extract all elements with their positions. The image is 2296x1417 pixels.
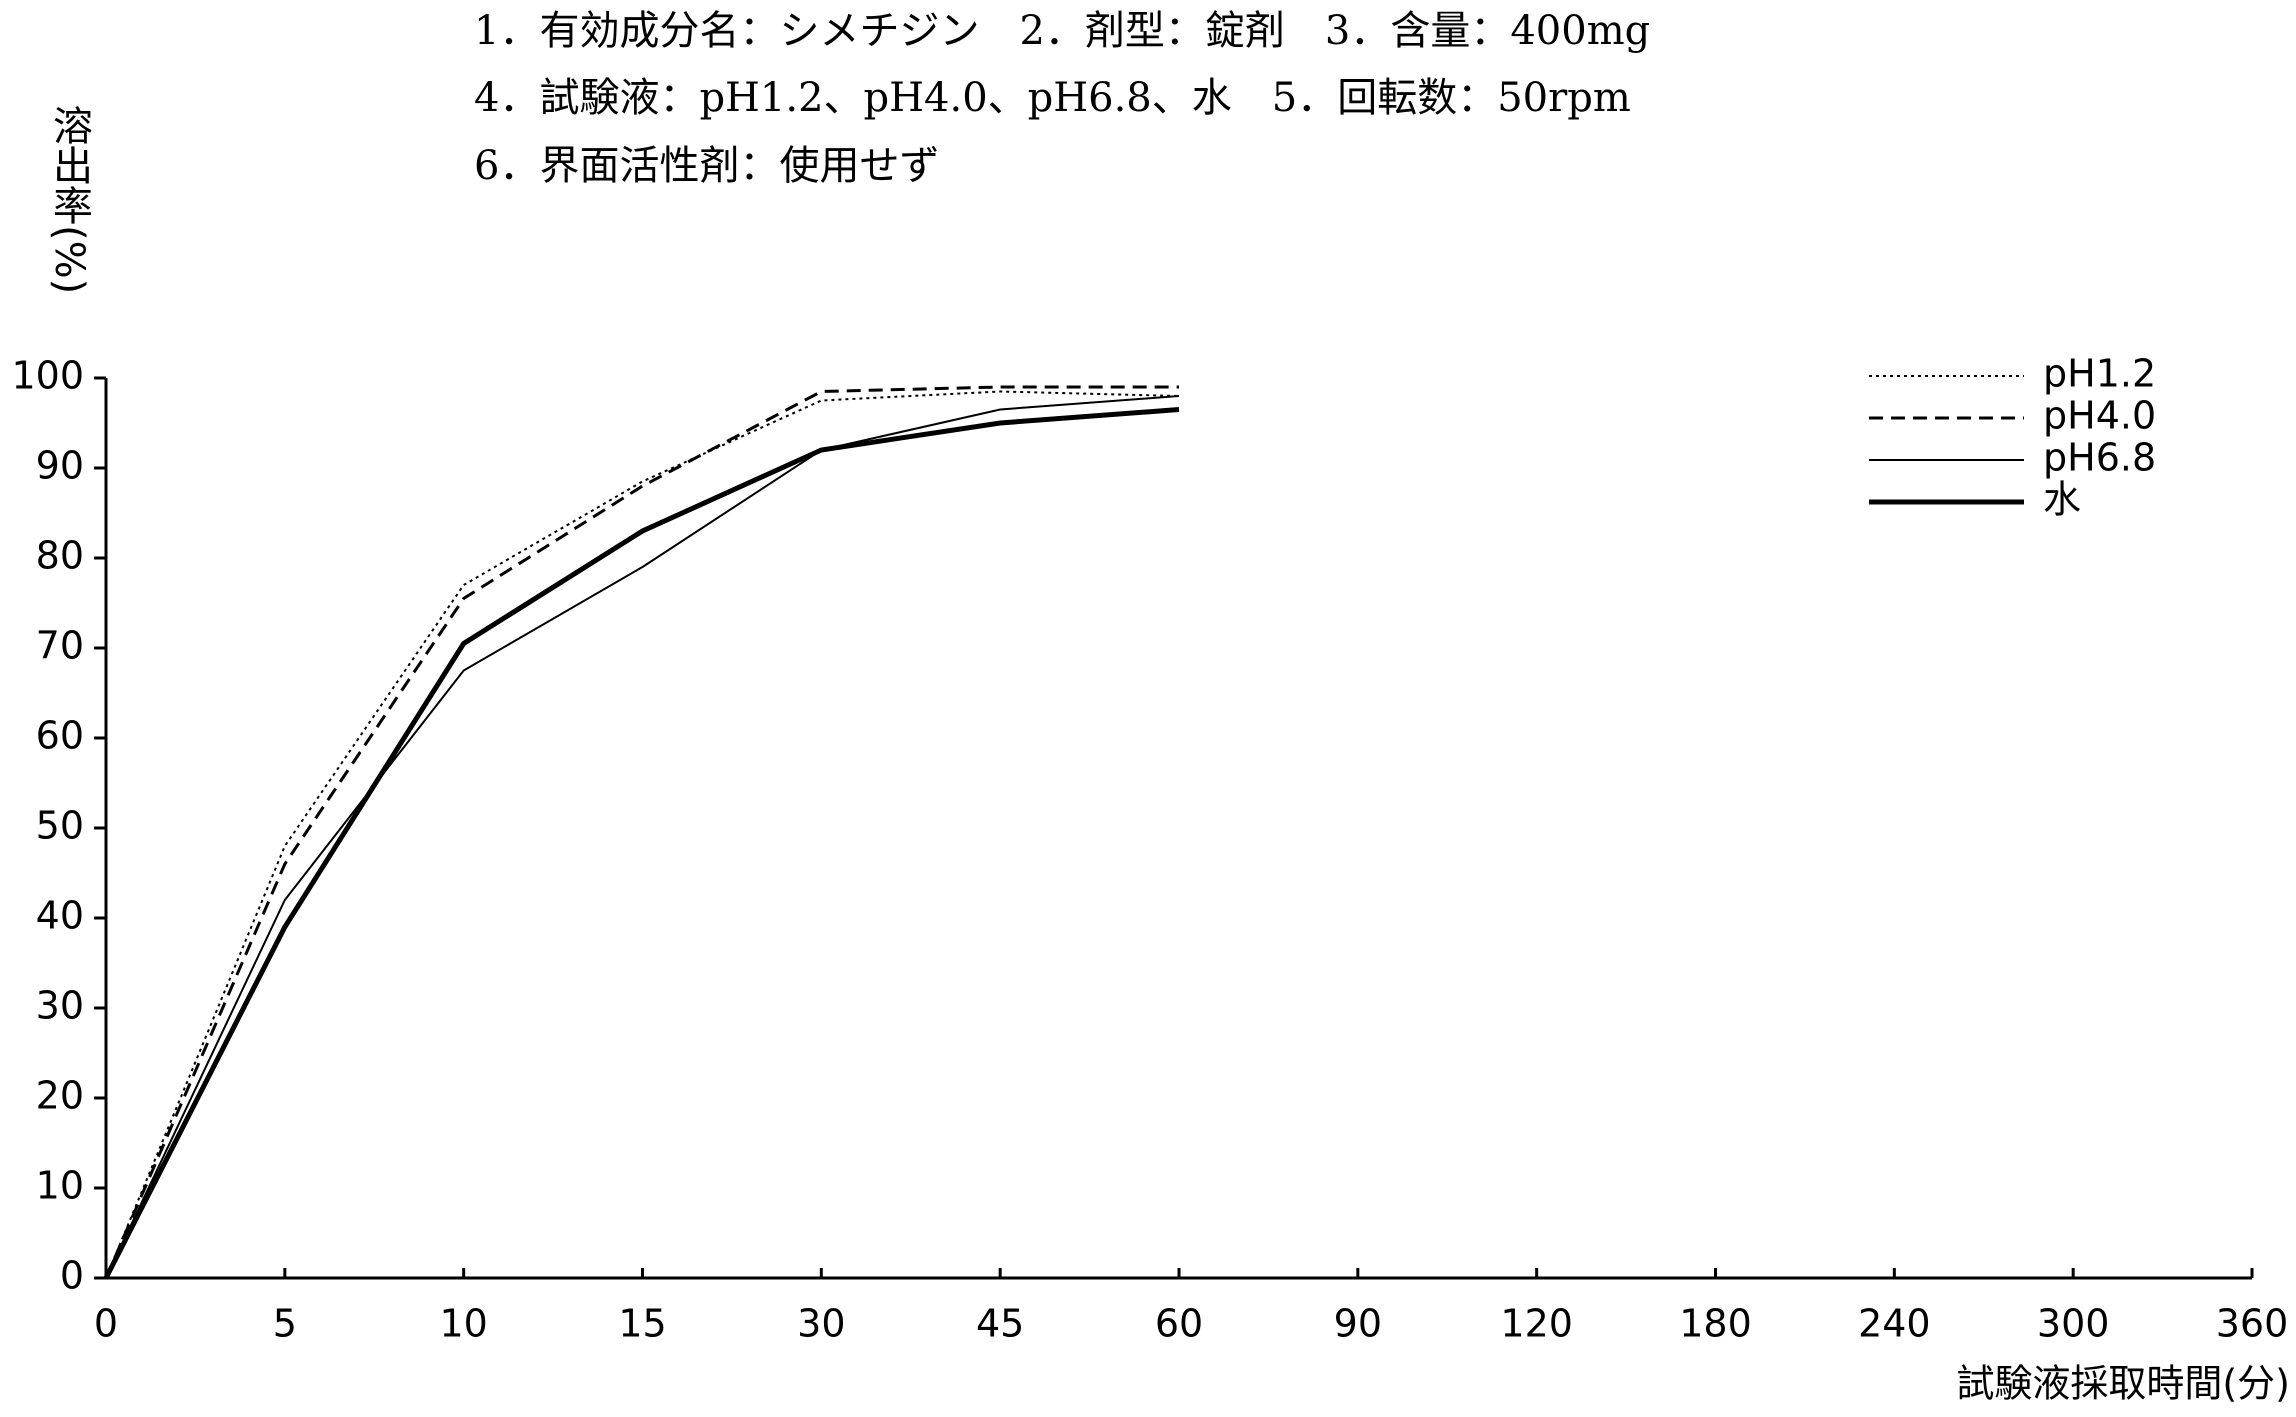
y-tick-label: 70 <box>36 624 84 668</box>
x-tick-label: 180 <box>1679 1302 1752 1346</box>
series-line <box>103 407 1180 1280</box>
x-tick-label: 120 <box>1500 1302 1573 1346</box>
chart-title: 4．試験液：pH1.2、pH4.0、pH6.8、水 5．回転数：50rpm <box>474 75 1631 121</box>
y-tick-label: 100 <box>11 354 84 398</box>
x-tick-label: 90 <box>1334 1302 1382 1346</box>
series-line <box>105 390 1180 1279</box>
y-axis-label: 溶出率(%) <box>46 105 92 294</box>
y-tick-label: 80 <box>36 534 84 578</box>
x-tick-label: 45 <box>976 1302 1024 1346</box>
series-line <box>105 395 1180 1279</box>
y-tick-label: 10 <box>36 1164 84 1208</box>
legend-label: pH6.8 <box>2043 436 2156 480</box>
x-tick-label: 5 <box>273 1302 297 1346</box>
x-tick-label: 30 <box>797 1302 845 1346</box>
x-tick-label: 0 <box>94 1302 118 1346</box>
y-tick-label: 60 <box>36 714 84 758</box>
chart-title: 6．界面活性剤：使用せず <box>474 143 939 189</box>
y-tick-label: 90 <box>36 444 84 488</box>
legend-label: pH1.2 <box>2043 352 2156 396</box>
x-tick-label: 240 <box>1858 1302 1931 1346</box>
y-tick-label: 30 <box>36 984 84 1028</box>
y-tick-label: 0 <box>60 1254 84 1298</box>
x-tick-label: 60 <box>1155 1302 1203 1346</box>
y-tick-label: 40 <box>36 894 84 938</box>
x-axis-label: 試験液採取時間(分) <box>1956 1362 2290 1406</box>
x-tick-label: 300 <box>2037 1302 2110 1346</box>
legend-label: 水 <box>2043 478 2081 522</box>
legend-label: pH4.0 <box>2043 394 2156 438</box>
y-tick-label: 20 <box>36 1074 84 1118</box>
x-tick-label: 15 <box>618 1302 666 1346</box>
x-tick-label: 360 <box>2216 1302 2289 1346</box>
series-line <box>104 385 1179 1279</box>
x-tick-label: 10 <box>439 1302 487 1346</box>
chart-title: 1．有効成分名：シメチジン 2．剤型：錠剤 3．含量：400mg <box>474 8 1650 54</box>
y-tick-label: 50 <box>36 804 84 848</box>
